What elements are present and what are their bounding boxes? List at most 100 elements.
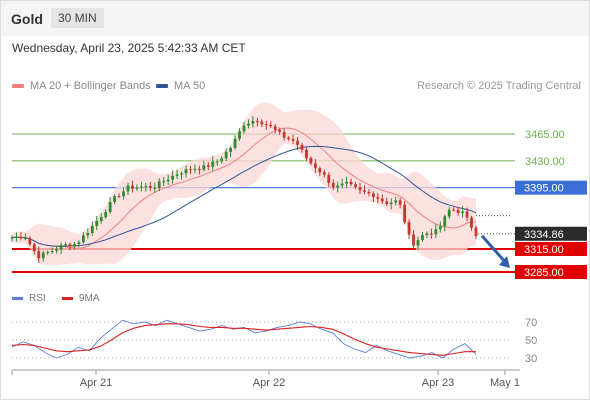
candle-body bbox=[157, 181, 161, 188]
legend-9ma-swatch bbox=[62, 296, 73, 300]
legend-rsi: RSI bbox=[12, 293, 46, 304]
candle-body bbox=[81, 235, 85, 243]
rsi-level-label: 30 bbox=[525, 353, 537, 365]
candle-body bbox=[425, 233, 429, 236]
candle-body bbox=[90, 226, 94, 233]
candle-body bbox=[117, 196, 121, 198]
candle-body bbox=[122, 191, 125, 197]
chart-datetime: Wednesday, April 23, 2025 5:42:33 AM CET bbox=[12, 41, 246, 55]
level-label-support: 3285.00 bbox=[524, 267, 564, 279]
candle-body bbox=[407, 222, 411, 235]
time-axis-label: Apr 23 bbox=[422, 377, 454, 389]
candle-body bbox=[371, 193, 375, 198]
candle-body bbox=[229, 148, 233, 152]
level-label-support: 3315.00 bbox=[524, 244, 564, 256]
candle-body bbox=[296, 140, 299, 145]
candle-body bbox=[108, 202, 112, 213]
candle-body bbox=[184, 169, 188, 174]
candle-body bbox=[166, 179, 170, 182]
candle-body bbox=[412, 234, 415, 246]
rsi-series-9ma bbox=[11, 323, 476, 356]
legend-ma50: MA 50 bbox=[156, 80, 205, 92]
candle-body bbox=[416, 240, 420, 246]
candle-body bbox=[385, 201, 389, 205]
candle-body bbox=[126, 185, 130, 192]
candle-body bbox=[367, 191, 371, 194]
candle-body bbox=[189, 169, 192, 171]
candle-body bbox=[55, 249, 59, 252]
candle-body bbox=[175, 174, 179, 176]
candle-body bbox=[318, 168, 322, 173]
candle-body bbox=[300, 144, 304, 150]
candle-body bbox=[215, 161, 219, 163]
candle-body bbox=[278, 129, 282, 132]
candle-body bbox=[162, 181, 166, 183]
candle-body bbox=[291, 139, 295, 141]
legend-bollinger-label: MA 20 + Bollinger Bands bbox=[30, 80, 151, 92]
level-label-resistance: 3395.00 bbox=[524, 183, 564, 195]
candle-body bbox=[264, 124, 268, 126]
legend-bollinger: MA 20 + Bollinger Bands bbox=[12, 80, 151, 92]
candle-body bbox=[282, 131, 286, 138]
candle-body bbox=[349, 181, 353, 185]
candle-body bbox=[336, 185, 340, 188]
candle-body bbox=[255, 121, 259, 123]
candle-body bbox=[470, 217, 473, 228]
rsi-level-label: 50 bbox=[525, 335, 537, 347]
candle-body bbox=[68, 244, 72, 247]
symbol-title: Gold bbox=[11, 11, 43, 27]
candle-body bbox=[389, 202, 393, 205]
candle-body bbox=[322, 172, 326, 175]
candle-body bbox=[358, 187, 362, 191]
candle-body bbox=[171, 175, 175, 180]
candles-group bbox=[10, 116, 478, 263]
level-tag-support bbox=[515, 265, 587, 279]
candle-body bbox=[211, 161, 215, 167]
legend-ma50-swatch bbox=[156, 84, 168, 89]
candle-body bbox=[398, 200, 402, 205]
research-credit: Research © 2025 Trading Central bbox=[416, 80, 581, 92]
candle-body bbox=[238, 131, 241, 139]
candle-body bbox=[313, 163, 317, 169]
candle-body bbox=[131, 185, 134, 189]
candle-body bbox=[434, 229, 438, 235]
time-axis-label: Apr 21 bbox=[80, 377, 112, 389]
level-tag-resistance bbox=[515, 180, 587, 195]
candle-body bbox=[86, 232, 90, 236]
legend-ma50-label: MA 50 bbox=[174, 80, 206, 92]
candle-body bbox=[273, 126, 277, 130]
candle-body bbox=[260, 121, 264, 125]
candle-body bbox=[247, 123, 250, 126]
candle-body bbox=[180, 173, 183, 175]
legend-9ma-label: 9MA bbox=[79, 293, 100, 304]
candle-body bbox=[77, 242, 81, 244]
candle-body bbox=[456, 209, 460, 213]
candle-body bbox=[99, 217, 103, 222]
candle-body bbox=[135, 187, 139, 189]
candle-body bbox=[95, 221, 99, 227]
candle-body bbox=[438, 226, 442, 230]
candle-body bbox=[465, 211, 469, 218]
candle-body bbox=[202, 165, 206, 170]
candle-body bbox=[113, 196, 117, 203]
candle-body bbox=[15, 236, 18, 238]
candle-body bbox=[242, 125, 246, 132]
candle-body bbox=[28, 237, 32, 245]
rsi-level-label: 70 bbox=[525, 317, 537, 329]
forecast-arrowhead bbox=[499, 256, 510, 268]
candle-body bbox=[363, 190, 366, 192]
ma20-line bbox=[11, 127, 477, 249]
timeframe-badge[interactable]: 30 MIN bbox=[51, 8, 104, 28]
candle-body bbox=[153, 187, 157, 189]
time-axis-label: May 1 bbox=[490, 377, 520, 389]
legend-rsi-swatch bbox=[12, 296, 23, 300]
candle-body bbox=[59, 245, 63, 250]
candle-body bbox=[46, 252, 50, 254]
ma50-line bbox=[11, 145, 477, 247]
candle-body bbox=[394, 200, 398, 203]
candle-body bbox=[220, 158, 224, 162]
candle-body bbox=[380, 198, 384, 202]
candle-body bbox=[19, 236, 23, 239]
candle-body bbox=[345, 181, 349, 184]
